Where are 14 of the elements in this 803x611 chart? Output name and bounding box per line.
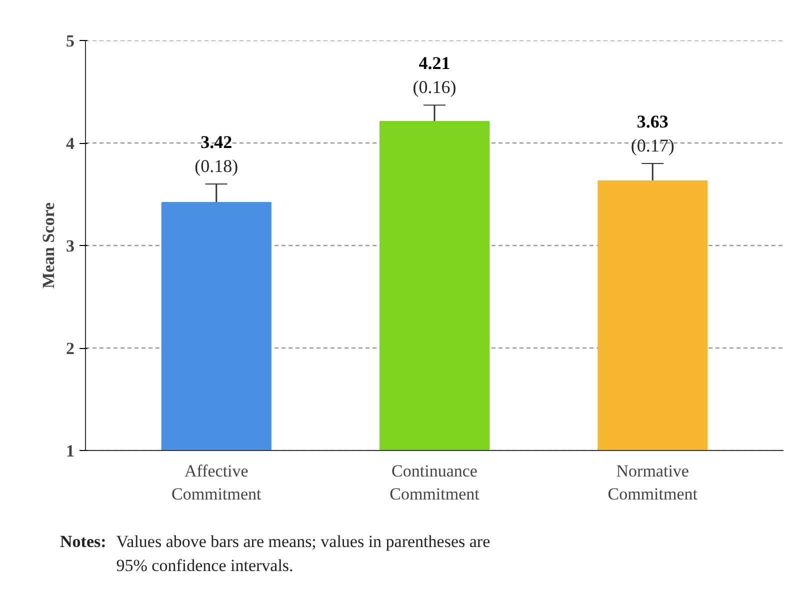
x-tick-label: Continuance Commitment xyxy=(390,462,480,504)
text: Notes: xyxy=(60,531,106,553)
text: 4.21 (0.16) xyxy=(412,53,456,98)
x-tick-label: Normative Commitment xyxy=(608,462,698,504)
text: 3.42 (0.18) xyxy=(194,132,238,176)
y-tick-label: 2 xyxy=(66,339,74,358)
y-axis-title: Mean Score xyxy=(39,202,58,289)
text: Values above bars are means; values in parentheses are 95% confidence intervals. xyxy=(116,531,490,578)
y-tick-label: 5 xyxy=(66,32,74,50)
y-tick-label: 1 xyxy=(66,442,74,460)
text: 3.63 (0.17) xyxy=(630,112,674,156)
y-tick-label: 3 xyxy=(66,236,74,256)
x-tick-label: Affective Commitment xyxy=(172,462,262,504)
y-tick-label: 4 xyxy=(66,134,75,153)
